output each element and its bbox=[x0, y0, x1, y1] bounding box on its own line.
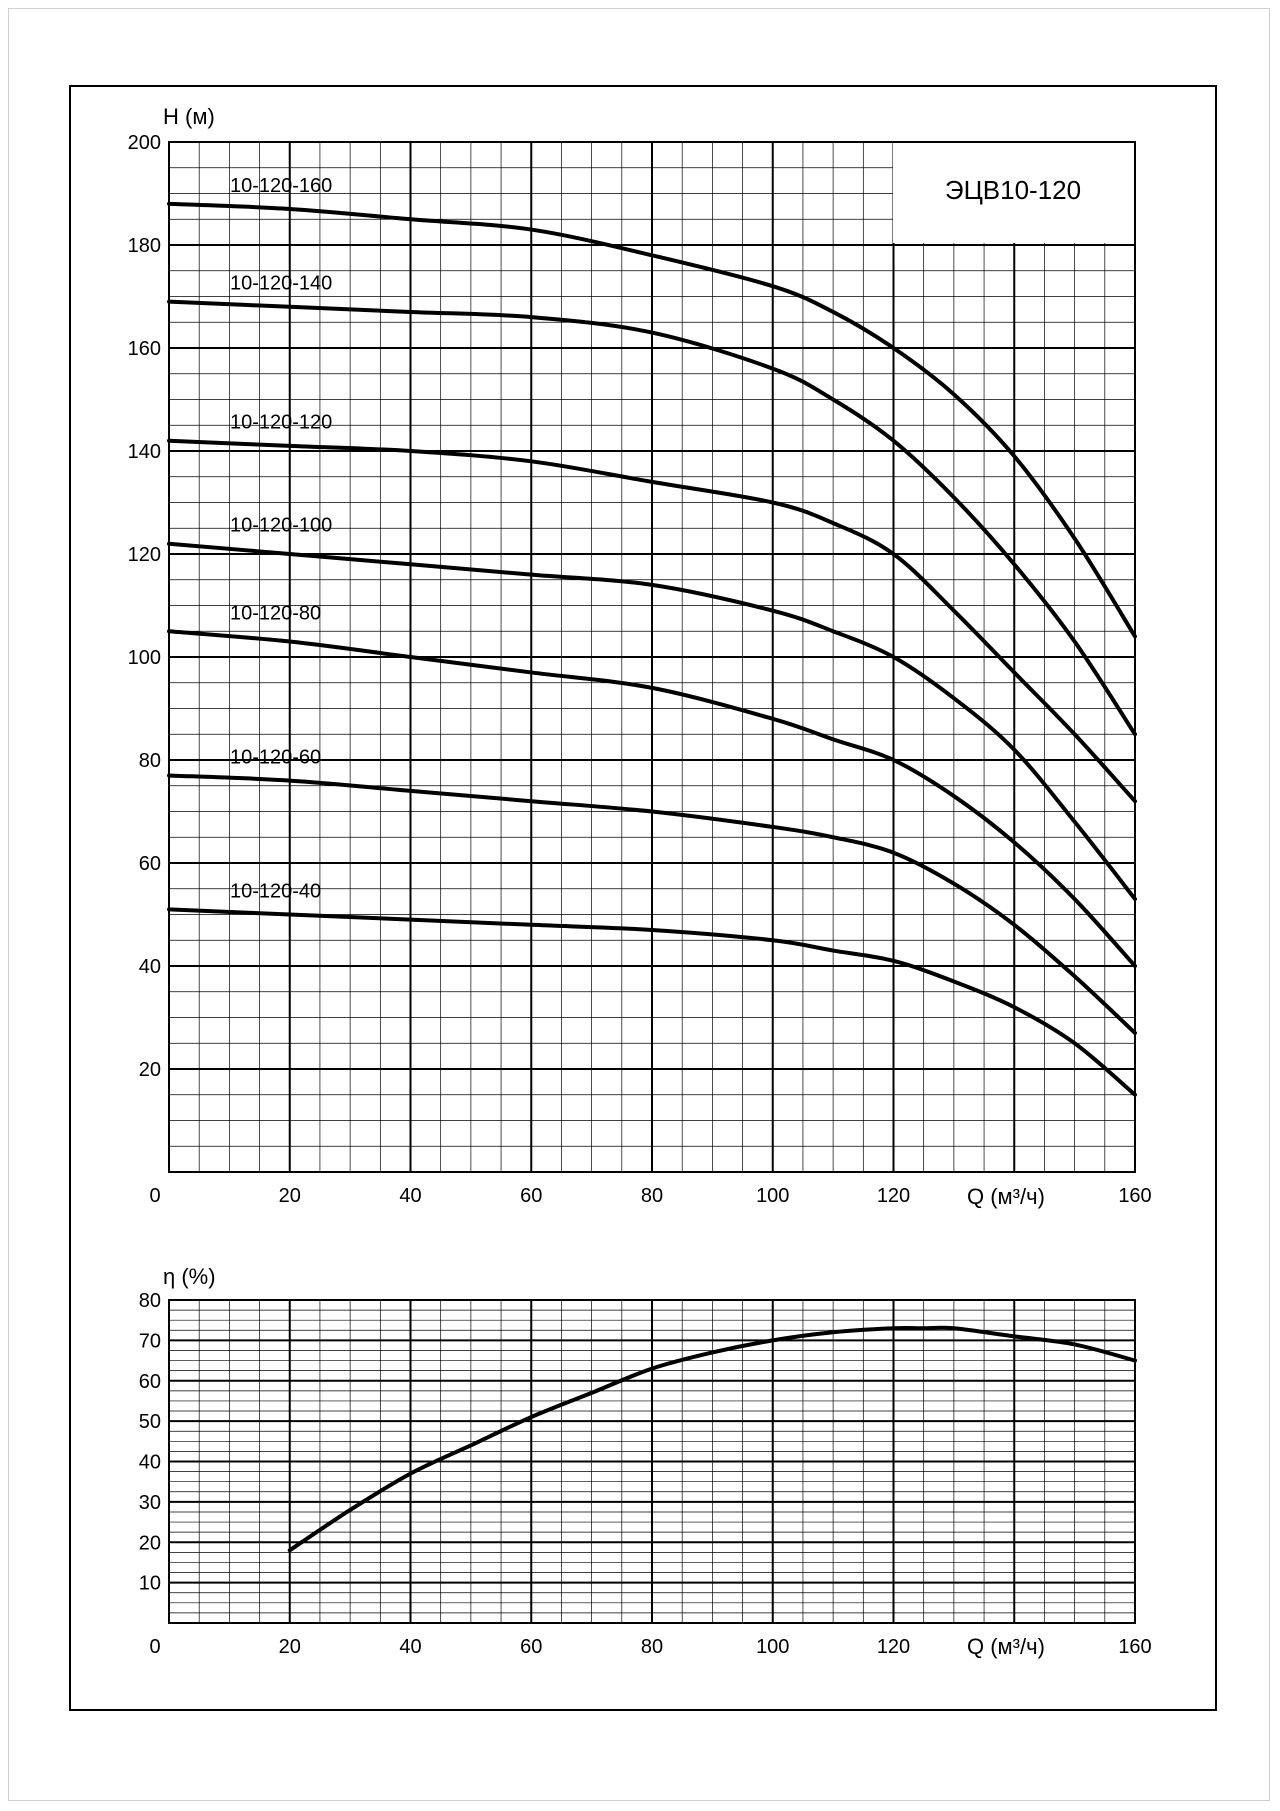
y-tick-label: 160 bbox=[128, 338, 161, 360]
y-tick-label: 40 bbox=[139, 956, 161, 978]
series-label: 10-120-40 bbox=[230, 880, 321, 902]
plot-area bbox=[168, 1299, 1136, 1624]
y-tick-label: 40 bbox=[139, 1452, 161, 1474]
y-tick-label: 140 bbox=[128, 441, 161, 463]
y-tick-label: 10 bbox=[139, 1573, 161, 1595]
y-tick-label: 80 bbox=[139, 750, 161, 772]
head-chart: 10-120-160 10-120-140 10-120-120 10-120-100… bbox=[128, 104, 1152, 1209]
series-label: 10-120-120 bbox=[230, 412, 332, 434]
x-tick-label: 100 bbox=[756, 1185, 789, 1207]
y-tick-label: 180 bbox=[128, 235, 161, 257]
x-axis-label: Q (м³/ч) bbox=[967, 1184, 1045, 1209]
x-tick-label: 80 bbox=[641, 1636, 663, 1658]
y-axis-label: η (%) bbox=[163, 1264, 216, 1289]
x-tick-label: 0 bbox=[149, 1185, 160, 1207]
x-tick-label: 120 bbox=[877, 1185, 910, 1207]
x-tick-label: 20 bbox=[279, 1636, 301, 1658]
y-tick-label: 20 bbox=[139, 1532, 161, 1554]
series-label: 10-120-100 bbox=[230, 515, 332, 537]
page-frame bbox=[8, 8, 1270, 1801]
efficiency-chart: 10 20 30 40 50 60 70 80 0 20 40 60 80 100 120 160 η (%… bbox=[139, 1264, 1152, 1659]
series-line bbox=[167, 541, 1137, 902]
figure-border bbox=[69, 85, 1217, 1711]
y-tick-label: 200 bbox=[128, 132, 161, 154]
plot-area bbox=[168, 141, 1136, 1173]
series-label: 10-120-80 bbox=[230, 602, 321, 624]
x-tick-label: 0 bbox=[149, 1636, 160, 1658]
y-tick-label: 70 bbox=[139, 1330, 161, 1352]
series-label: 10-120-140 bbox=[230, 273, 332, 295]
x-tick-label: 60 bbox=[520, 1185, 542, 1207]
series-line bbox=[287, 1325, 1137, 1553]
x-tick-label: 40 bbox=[399, 1636, 421, 1658]
x-tick-label: 120 bbox=[877, 1636, 910, 1658]
chart-title: ЭЦВ10-120 bbox=[945, 175, 1081, 205]
x-tick-label: 40 bbox=[399, 1185, 421, 1207]
x-tick-label: 160 bbox=[1118, 1185, 1151, 1207]
series-label: 10-120-160 bbox=[230, 175, 332, 197]
series-label: 10-120-60 bbox=[230, 746, 321, 768]
y-tick-label: 50 bbox=[139, 1411, 161, 1433]
series-line bbox=[167, 907, 1137, 1097]
y-tick-label: 120 bbox=[128, 544, 161, 566]
series-line bbox=[167, 299, 1137, 737]
x-tick-label: 160 bbox=[1118, 1636, 1151, 1658]
y-tick-label: 20 bbox=[139, 1059, 161, 1081]
series-line bbox=[167, 201, 1137, 639]
x-tick-label: 60 bbox=[520, 1636, 542, 1658]
series-line bbox=[167, 773, 1137, 1035]
x-tick-label: 80 bbox=[641, 1185, 663, 1207]
title-box bbox=[893, 143, 1134, 243]
series-line bbox=[167, 438, 1137, 804]
x-axis-label: Q (м³/ч) bbox=[967, 1634, 1045, 1659]
series-line bbox=[167, 629, 1137, 968]
x-tick-label: 20 bbox=[279, 1185, 301, 1207]
y-tick-label: 60 bbox=[139, 1371, 161, 1393]
y-tick-label: 30 bbox=[139, 1492, 161, 1514]
x-tick-label: 100 bbox=[756, 1636, 789, 1658]
y-tick-label: 60 bbox=[139, 853, 161, 875]
y-axis-label: H (м) bbox=[163, 104, 215, 129]
y-tick-label: 100 bbox=[128, 647, 161, 669]
y-tick-label: 80 bbox=[139, 1290, 161, 1312]
